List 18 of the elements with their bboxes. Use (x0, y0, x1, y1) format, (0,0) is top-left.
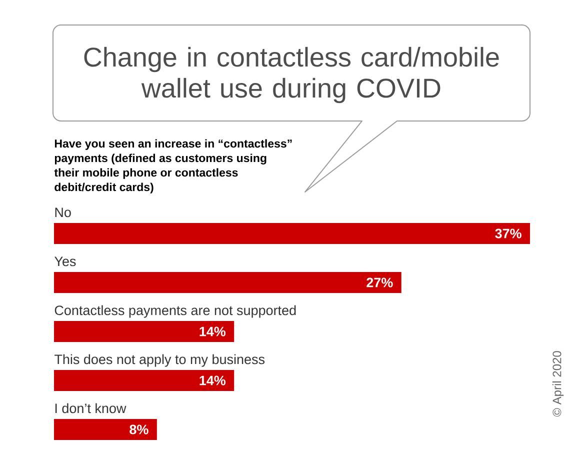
data-label: 27% (366, 278, 393, 288)
chart-subtitle: Have you seen an increase in “contactless” payments (defined as customers using their mobile phone or contactless debit/credit cards) (54, 139, 292, 194)
bar (54, 223, 530, 244)
bar (54, 321, 234, 342)
data-label: 8% (130, 424, 148, 434)
y-tick-label: Contactless payments are not supported (54, 305, 296, 318)
data-label: 37% (495, 228, 522, 238)
text: © April 2020 (552, 351, 564, 417)
y-tick-label: I don’t know (55, 403, 126, 414)
data-label: 14% (200, 326, 226, 336)
bar (54, 272, 402, 293)
y-tick-label: This does not apply to my business (54, 354, 265, 367)
chart-title: Change in contactless card/mobile wallet use during COVID (84, 46, 499, 104)
data-label: 14% (200, 376, 226, 386)
bar (54, 370, 234, 392)
bar (54, 419, 157, 440)
y-tick-label: Yes (54, 256, 76, 266)
y-tick-label: No (55, 208, 71, 218)
